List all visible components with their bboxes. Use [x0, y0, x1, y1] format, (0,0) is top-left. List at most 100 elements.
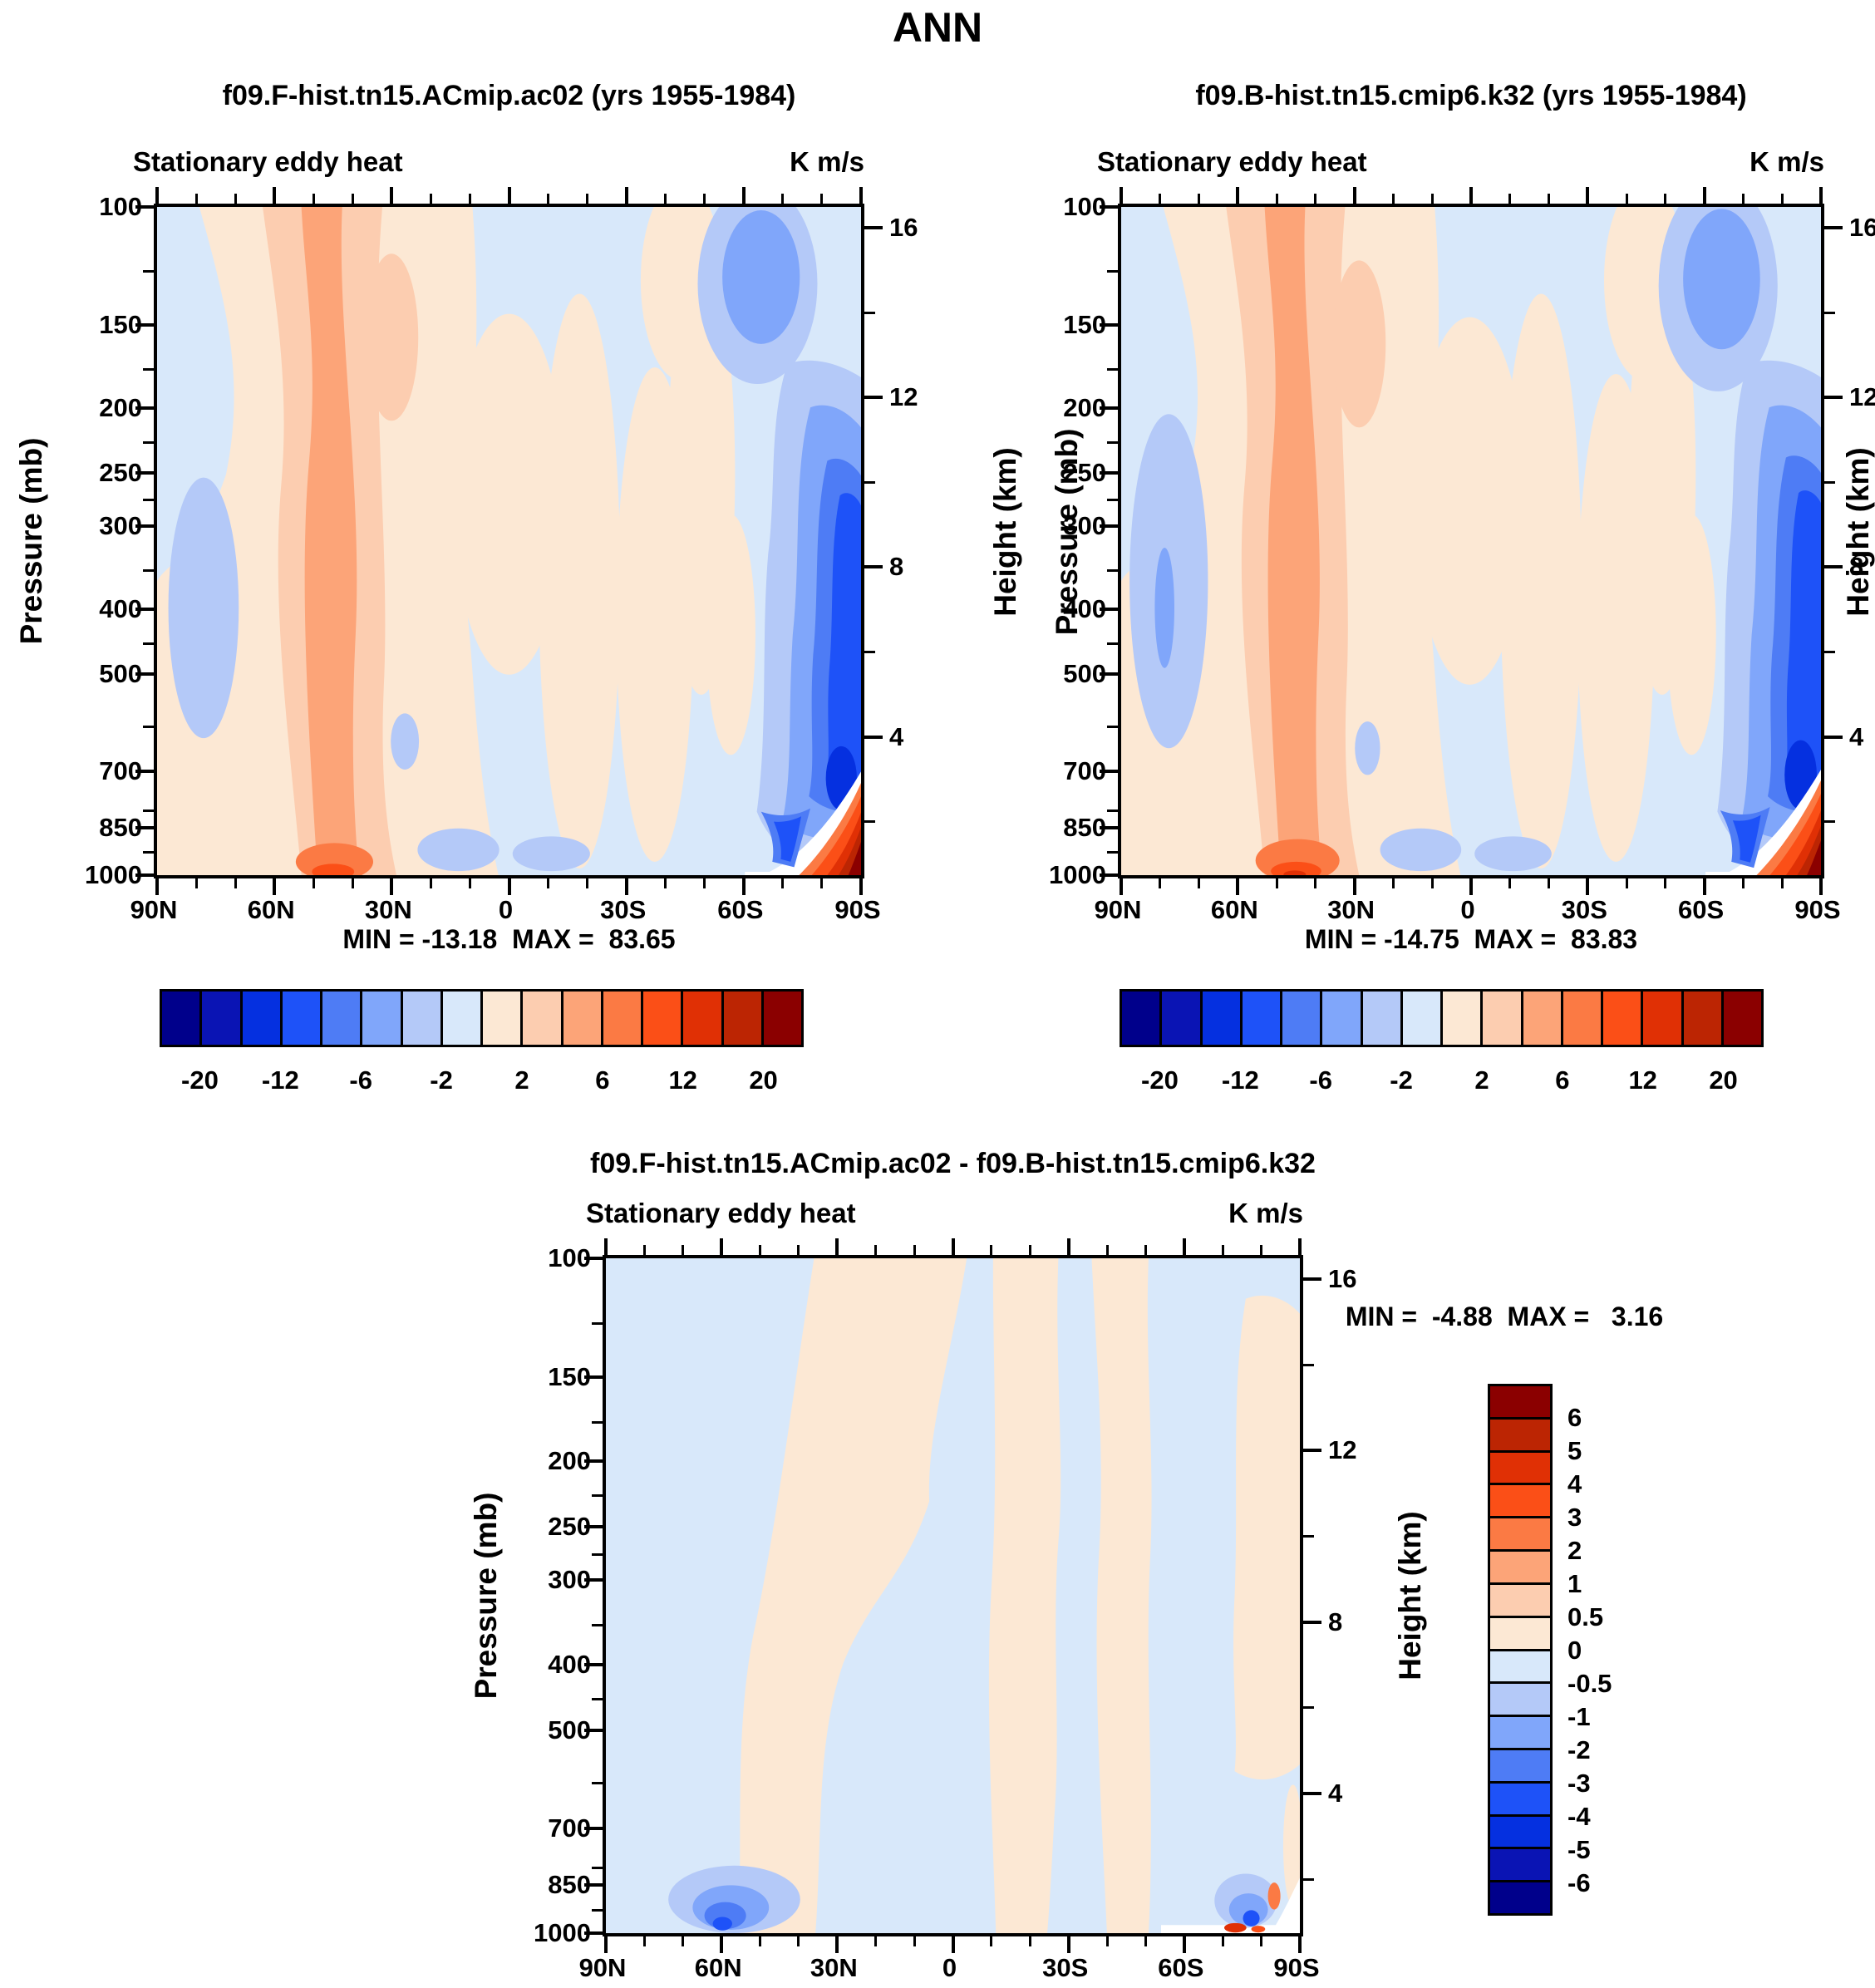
colorbar-cell: [1483, 992, 1523, 1045]
colorbar-tick-label: 5: [1567, 1436, 1582, 1465]
x-axis-major-tick: [507, 187, 511, 204]
x-axis-minor-tick: [759, 1245, 762, 1255]
colorbar-cell: [1490, 1485, 1550, 1519]
pressure-axis-minor-tick: [143, 726, 154, 728]
pressure-tick-label: 700: [548, 1813, 591, 1843]
colorbar-cell: [483, 992, 524, 1045]
x-axis-minor-tick: [759, 1936, 762, 1946]
latitude-tick-label: 60S: [1678, 895, 1725, 924]
contour-region: [512, 836, 590, 872]
x-axis-major-tick: [273, 878, 277, 895]
colorbar-cell: [1490, 1717, 1550, 1750]
colorbar-cell: [1242, 992, 1282, 1045]
contour-region: [539, 293, 621, 869]
x-axis-minor-tick: [1508, 878, 1512, 888]
height-axis-major-tick: [1824, 735, 1843, 739]
colorbar-cell: [202, 992, 243, 1045]
x-axis-minor-tick: [1275, 878, 1278, 888]
x-axis-major-tick: [835, 1936, 839, 1953]
x-axis-minor-tick: [1105, 1245, 1109, 1255]
colorbar-tick-label: 20: [749, 1065, 778, 1095]
x-axis-minor-tick: [234, 194, 237, 204]
contour-region: [295, 843, 374, 875]
panel3-title: f09.F-hist.tn15.ACmip.ac02 - f09.B-hist.…: [590, 1148, 1316, 1179]
height-axis-major-tick: [1824, 396, 1843, 400]
panel1-title: f09.F-hist.tn15.ACmip.ac02 (yrs 1955-198…: [222, 80, 796, 111]
contour-region: [1807, 840, 1821, 875]
colorbar-tick-label: -2: [1567, 1735, 1591, 1764]
height-tick-label: 8: [1849, 552, 1864, 582]
x-axis-major-tick: [390, 187, 394, 204]
x-axis-major-tick: [951, 1936, 955, 1953]
x-axis-major-tick: [273, 187, 277, 204]
contour-region: [722, 210, 800, 344]
x-axis-minor-tick: [664, 878, 667, 888]
pressure-axis-major-tick: [1100, 470, 1118, 475]
page-title: ANN: [892, 4, 983, 51]
pressure-axis-minor-tick: [143, 367, 154, 371]
height-axis-major-tick: [864, 735, 883, 739]
pressure-axis-minor-tick: [1107, 809, 1118, 812]
pressure-tick-label: 250: [548, 1512, 591, 1542]
pressure-axis-major-tick: [1100, 672, 1118, 676]
x-axis-minor-tick: [1780, 878, 1784, 888]
pressure-axis-major-tick: [584, 1257, 603, 1260]
height-tick-label: 16: [1849, 212, 1875, 242]
x-axis-major-tick: [1586, 187, 1590, 204]
pressure-axis-minor-tick: [1107, 367, 1118, 371]
x-axis-minor-tick: [312, 878, 315, 888]
x-axis-major-tick: [1066, 1936, 1070, 1953]
pressure-tick-label: 1000: [534, 1918, 591, 1947]
pressure-axis-major-tick: [1100, 608, 1118, 611]
contour-region: [1251, 1926, 1266, 1933]
x-axis-minor-tick: [1028, 1245, 1031, 1255]
pressure-axis-major-tick: [135, 825, 154, 829]
contour-region: [452, 313, 566, 675]
pressure-axis-major-tick: [135, 406, 154, 410]
x-axis-minor-tick: [1159, 194, 1162, 204]
contour-region: [1332, 260, 1386, 428]
height-axis-major-tick: [1824, 565, 1843, 569]
colorbar-tick-label: -2: [1390, 1065, 1413, 1095]
height-tick-labels: 16 12 8 4: [889, 204, 964, 872]
colorbar-tick-label: -12: [1221, 1065, 1259, 1095]
latitude-tick-label: 30N: [364, 895, 412, 924]
pressure-axis-minor-tick: [1107, 726, 1118, 728]
pressure-tick-label: 300: [548, 1565, 591, 1595]
colorbar-tick-label: -3: [1567, 1769, 1591, 1798]
colorbar-cell: [1490, 1749, 1550, 1784]
x-axis-minor-tick: [1548, 878, 1551, 888]
latitude-tick-label: 0: [498, 895, 514, 924]
pressure-axis-minor-tick: [1107, 851, 1118, 854]
pressure-tick-label: 200: [1063, 393, 1106, 422]
colorbar-cell: [603, 992, 643, 1045]
pressure-tick-label: 150: [548, 1361, 591, 1391]
contour-region: [1666, 514, 1716, 755]
colorbar-cell: [1603, 992, 1644, 1045]
contour-region: [606, 1258, 1300, 1933]
x-axis-major-tick: [1702, 187, 1706, 204]
x-axis-minor-tick: [1741, 194, 1745, 204]
height-tick-labels: 16 12 8 4: [1328, 1255, 1403, 1930]
panel2-contour-plot: 100 150 200 250 300 400 500 700 850 1000 16 12 8 4 90N…: [1049, 187, 1875, 923]
colorbar-cell: [1490, 1816, 1550, 1850]
pressure-axis-major-tick: [584, 1525, 603, 1529]
pressure-tick-label: 500: [99, 658, 142, 688]
colorbar-cell: [1362, 992, 1403, 1045]
x-axis-minor-tick: [703, 194, 706, 204]
x-axis-major-tick: [155, 187, 159, 204]
latitude-tick-label: 60N: [1210, 895, 1258, 924]
x-axis-major-tick: [859, 187, 863, 204]
pressure-axis-minor-tick: [592, 1322, 603, 1326]
pressure-axis-minor-tick: [592, 1420, 603, 1424]
x-axis-major-tick: [1819, 187, 1823, 204]
colorbar-tick-label: 6: [595, 1065, 610, 1095]
colorbar-cell: [1490, 1651, 1550, 1685]
colorbar-cell: [402, 992, 443, 1045]
contour-region: [988, 1258, 1061, 1933]
x-axis-major-tick: [604, 1238, 608, 1255]
contour-region: [712, 1917, 732, 1931]
contour-region: [1223, 1922, 1247, 1933]
pressure-tick-label: 100: [99, 192, 142, 221]
